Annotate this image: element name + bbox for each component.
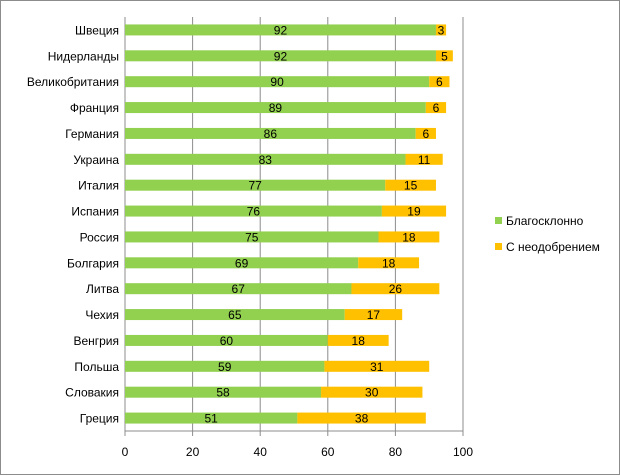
bar-favorable xyxy=(125,334,328,346)
category-label: Литва xyxy=(86,282,119,296)
x-tick-labels: 0 20 40 60 80 100 xyxy=(122,445,474,459)
bar-unfavorable xyxy=(344,309,403,321)
bar-favorable xyxy=(125,309,345,321)
bar-unfavorable xyxy=(358,257,420,269)
bar-unfavorable xyxy=(378,231,440,243)
data-label: 6 xyxy=(436,75,443,89)
data-label: 89 xyxy=(269,101,283,115)
data-label: 58 xyxy=(216,386,230,400)
data-label: 69 xyxy=(235,256,249,270)
legend-swatch xyxy=(495,217,502,224)
bar-unfavorable xyxy=(381,205,447,217)
category-label: Швеция xyxy=(75,23,119,37)
data-label: 76 xyxy=(247,205,261,219)
bar-unfavorable xyxy=(321,386,423,398)
data-label: 30 xyxy=(365,386,379,400)
bar-favorable xyxy=(125,127,416,139)
bar-unfavorable xyxy=(435,50,453,62)
data-label: 92 xyxy=(274,49,288,63)
data-label: 19 xyxy=(407,205,421,219)
bar-favorable xyxy=(125,283,352,295)
data-label: 5 xyxy=(441,49,448,63)
bar-unfavorable xyxy=(385,179,436,191)
category-label: Болгария xyxy=(67,256,119,270)
data-label: 18 xyxy=(352,334,366,348)
x-tick-label: 20 xyxy=(186,445,200,459)
x-tick-label: 40 xyxy=(254,445,268,459)
category-label: Нидерланды xyxy=(48,49,119,63)
x-tick-label: 60 xyxy=(321,445,335,459)
bar-favorable xyxy=(125,153,406,165)
data-label: 6 xyxy=(433,101,440,115)
bars: 92 3 92 5 90 6 89 6 86 6 83 11 77 15 76 19 75 18 69 18 67 26 6… xyxy=(125,23,453,426)
bar-favorable xyxy=(125,360,325,372)
bar-unfavorable xyxy=(351,283,440,295)
data-label: 92 xyxy=(274,23,288,37)
bar-favorable xyxy=(125,50,436,62)
bar-unfavorable xyxy=(425,102,447,114)
bar-unfavorable xyxy=(415,127,436,139)
bar-unfavorable xyxy=(435,24,447,36)
category-labels: Швеция Нидерланды Великобритания Франция Гер… xyxy=(27,23,119,425)
category-label: Испания xyxy=(71,205,119,219)
data-label: 38 xyxy=(355,412,369,426)
x-tick-label: 100 xyxy=(453,445,473,459)
data-label: 75 xyxy=(245,230,259,244)
bar-favorable xyxy=(125,412,298,424)
bar-favorable xyxy=(125,231,379,243)
data-label: 65 xyxy=(228,308,242,322)
data-label: 86 xyxy=(264,127,278,141)
data-label: 60 xyxy=(220,334,234,348)
category-label: Россия xyxy=(80,230,119,244)
legend-entry: С неодобрением xyxy=(506,240,600,254)
data-label: 59 xyxy=(218,360,232,374)
bar-unfavorable xyxy=(324,360,430,372)
bar-favorable xyxy=(125,179,386,191)
data-label: 6 xyxy=(422,127,429,141)
category-label: Польша xyxy=(74,360,119,374)
x-tick-label: 80 xyxy=(389,445,403,459)
bar-favorable xyxy=(125,76,430,88)
data-label: 67 xyxy=(232,282,246,296)
data-label: 17 xyxy=(367,308,381,322)
data-label: 51 xyxy=(205,412,219,426)
data-label: 11 xyxy=(418,153,431,167)
bar-favorable xyxy=(125,205,382,217)
data-label: 18 xyxy=(382,256,396,270)
data-label: 26 xyxy=(389,282,403,296)
category-label: Франция xyxy=(70,101,119,115)
data-label: 18 xyxy=(402,230,416,244)
category-label: Словакия xyxy=(65,386,119,400)
category-label: Германия xyxy=(65,127,119,141)
category-label: Украина xyxy=(73,153,119,167)
data-label: 31 xyxy=(370,360,384,374)
category-label: Италия xyxy=(78,179,119,193)
x-tick-label: 0 xyxy=(122,445,129,459)
data-label: 90 xyxy=(270,75,284,89)
bar-unfavorable xyxy=(429,76,450,88)
category-label: Великобритания xyxy=(27,75,119,89)
data-label: 15 xyxy=(404,179,418,193)
bar-favorable xyxy=(125,257,359,269)
data-label: 83 xyxy=(259,153,273,167)
data-label: 77 xyxy=(248,179,262,193)
bar-favorable xyxy=(125,386,322,398)
category-label: Венгрия xyxy=(73,334,119,348)
bar-favorable xyxy=(125,24,436,36)
legend-swatch xyxy=(495,243,502,250)
legend: Благосклонно С неодобрением xyxy=(495,214,600,254)
bar-unfavorable xyxy=(405,153,443,165)
bar-favorable xyxy=(125,102,426,114)
bar-unfavorable xyxy=(297,412,426,424)
category-label: Греция xyxy=(80,412,119,426)
data-label: 3 xyxy=(438,23,445,37)
legend-entry: Благосклонно xyxy=(506,214,584,228)
category-label: Чехия xyxy=(85,308,119,322)
bar-unfavorable xyxy=(327,334,389,346)
